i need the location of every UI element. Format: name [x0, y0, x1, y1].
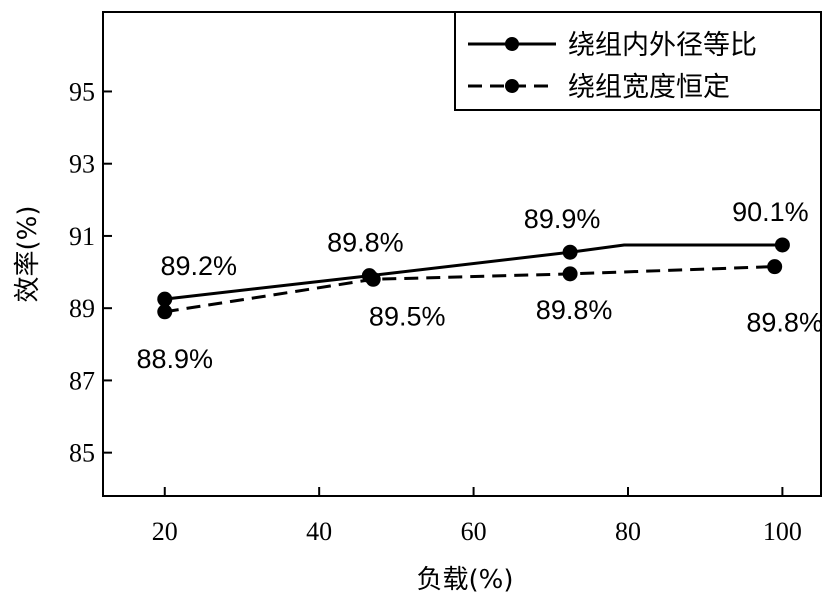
- y-tick-label: 87: [69, 366, 95, 395]
- data-label-s2-1: 88.9%: [136, 344, 213, 374]
- x-tick-label: 60: [461, 517, 487, 546]
- series-line-1: [164, 243, 783, 301]
- data-label-s1-3: 89.9%: [524, 204, 601, 234]
- legend-box: [454, 11, 822, 111]
- x-axis-title: 负载(%): [417, 565, 514, 595]
- data-markers: [157, 237, 790, 320]
- x-tick-label: 80: [615, 517, 641, 546]
- data-label-s1-2: 89.8%: [327, 228, 404, 258]
- data-point-s2-2: [365, 271, 381, 287]
- legend-marker-solid: [505, 37, 519, 51]
- data-point-s2-1: [157, 304, 173, 320]
- data-point-s1-3: [562, 244, 578, 260]
- x-tick-label: 40: [306, 517, 332, 546]
- y-tick-label: 85: [69, 439, 95, 468]
- data-label-s2-4: 89.8%: [746, 308, 823, 338]
- legend: 绕组内外径等比 绕组宽度恒定: [454, 11, 822, 111]
- data-label-s1-1: 89.2%: [160, 251, 237, 281]
- data-point-s1-5: [774, 237, 790, 253]
- series-line-2: [164, 265, 775, 314]
- data-labels: 89.2% 89.8% 89.9% 90.1% 88.9% 89.5% 89.8% 89.8%: [136, 197, 822, 374]
- data-label-s2-3: 89.8%: [536, 295, 613, 325]
- x-axis: 20 40 60 80 100: [152, 487, 802, 546]
- y-tick-label: 95: [69, 77, 95, 106]
- y-tick-label: 93: [69, 150, 95, 179]
- data-point-s2-3: [562, 266, 578, 282]
- y-axis: 85 87 89 91 93 95: [69, 77, 112, 468]
- legend-entry-series-2: 绕组宽度恒定: [568, 72, 730, 103]
- data-label-s2-2: 89.5%: [369, 301, 446, 331]
- x-tick-label: 20: [152, 517, 178, 546]
- y-tick-label: 89: [69, 294, 95, 323]
- data-label-s1-5: 90.1%: [732, 197, 809, 227]
- data-point-s2-4: [767, 259, 783, 275]
- y-axis-title: 效率(%): [13, 206, 43, 303]
- series-lines: [164, 243, 783, 314]
- legend-entry-series-1: 绕组内外径等比: [568, 30, 757, 61]
- y-tick-label: 91: [69, 222, 95, 251]
- legend-marker-dashed: [505, 79, 519, 93]
- x-tick-label: 100: [763, 517, 802, 546]
- data-point-s1-1: [157, 291, 173, 307]
